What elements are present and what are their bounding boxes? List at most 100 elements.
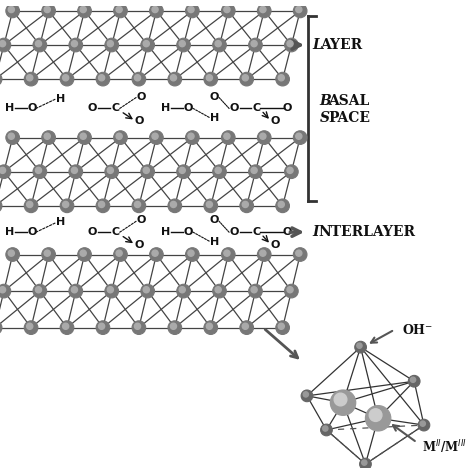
Text: O: O xyxy=(88,227,97,237)
Text: NTERLAYER: NTERLAYER xyxy=(319,225,416,239)
Circle shape xyxy=(99,323,105,329)
Circle shape xyxy=(116,250,122,256)
Text: O: O xyxy=(88,103,97,113)
Circle shape xyxy=(320,424,332,436)
Circle shape xyxy=(152,133,158,139)
Circle shape xyxy=(224,133,230,139)
Circle shape xyxy=(369,409,382,421)
Circle shape xyxy=(287,287,293,293)
Circle shape xyxy=(323,426,328,431)
Circle shape xyxy=(204,73,218,86)
Circle shape xyxy=(221,4,235,18)
Circle shape xyxy=(143,41,149,47)
Circle shape xyxy=(60,199,74,213)
Circle shape xyxy=(362,460,367,465)
Circle shape xyxy=(96,321,110,335)
Circle shape xyxy=(96,199,110,213)
Circle shape xyxy=(213,284,227,298)
Circle shape xyxy=(410,377,416,383)
Circle shape xyxy=(185,248,199,261)
Circle shape xyxy=(6,4,19,18)
Circle shape xyxy=(420,421,425,426)
Circle shape xyxy=(33,38,46,52)
Text: OH$^{-}$: OH$^{-}$ xyxy=(401,323,433,337)
Circle shape xyxy=(168,73,182,86)
Text: O: O xyxy=(210,91,219,101)
Circle shape xyxy=(276,73,290,86)
Circle shape xyxy=(78,4,91,18)
Circle shape xyxy=(293,131,307,145)
Circle shape xyxy=(114,131,128,145)
Circle shape xyxy=(334,393,347,406)
Circle shape xyxy=(296,250,302,256)
Text: I: I xyxy=(312,225,319,239)
Circle shape xyxy=(24,73,38,86)
Circle shape xyxy=(249,284,262,298)
Circle shape xyxy=(105,38,118,52)
Circle shape xyxy=(170,323,176,329)
Circle shape xyxy=(188,7,194,13)
Text: H: H xyxy=(56,93,65,104)
Circle shape xyxy=(168,199,182,213)
Circle shape xyxy=(188,250,194,256)
Circle shape xyxy=(8,250,14,256)
Circle shape xyxy=(330,390,356,415)
Circle shape xyxy=(418,419,430,431)
Circle shape xyxy=(284,38,298,52)
Circle shape xyxy=(107,287,113,293)
Circle shape xyxy=(24,199,38,213)
Text: C: C xyxy=(112,227,120,237)
Circle shape xyxy=(78,248,91,261)
Circle shape xyxy=(36,167,42,173)
Circle shape xyxy=(240,73,254,86)
Text: O: O xyxy=(270,240,280,250)
Circle shape xyxy=(365,406,391,431)
Circle shape xyxy=(105,165,118,179)
Circle shape xyxy=(260,133,266,139)
Text: M$^{II}$/M$^{III}$: M$^{II}$/M$^{III}$ xyxy=(422,439,467,456)
Circle shape xyxy=(141,38,155,52)
Circle shape xyxy=(257,4,271,18)
Circle shape xyxy=(114,248,128,261)
Circle shape xyxy=(301,390,313,401)
Circle shape xyxy=(303,392,309,397)
Circle shape xyxy=(179,167,185,173)
Text: C: C xyxy=(252,227,260,237)
Circle shape xyxy=(116,133,122,139)
Circle shape xyxy=(251,287,257,293)
Text: O: O xyxy=(137,91,146,101)
Circle shape xyxy=(188,133,194,139)
Circle shape xyxy=(107,167,113,173)
Text: O: O xyxy=(283,227,292,237)
Circle shape xyxy=(215,287,221,293)
Circle shape xyxy=(296,7,302,13)
Circle shape xyxy=(287,167,293,173)
Circle shape xyxy=(278,323,284,329)
Circle shape xyxy=(96,73,110,86)
Text: O: O xyxy=(135,240,144,250)
Circle shape xyxy=(0,165,11,179)
Text: O: O xyxy=(183,227,193,237)
Text: H: H xyxy=(5,227,14,237)
Circle shape xyxy=(213,38,227,52)
Circle shape xyxy=(257,248,271,261)
Circle shape xyxy=(257,131,271,145)
Text: O: O xyxy=(137,215,146,226)
Circle shape xyxy=(80,7,86,13)
Text: AYER: AYER xyxy=(319,38,362,52)
Circle shape xyxy=(42,131,55,145)
Circle shape xyxy=(0,284,11,298)
Text: O: O xyxy=(270,116,280,126)
Text: O: O xyxy=(27,227,37,237)
Circle shape xyxy=(0,73,2,86)
Circle shape xyxy=(0,38,11,52)
Text: H: H xyxy=(161,103,170,113)
Circle shape xyxy=(293,248,307,261)
Circle shape xyxy=(215,167,221,173)
Text: O: O xyxy=(283,103,292,113)
Circle shape xyxy=(296,133,302,139)
Circle shape xyxy=(179,41,185,47)
Text: O: O xyxy=(229,103,238,113)
Circle shape xyxy=(185,4,199,18)
Circle shape xyxy=(6,131,19,145)
